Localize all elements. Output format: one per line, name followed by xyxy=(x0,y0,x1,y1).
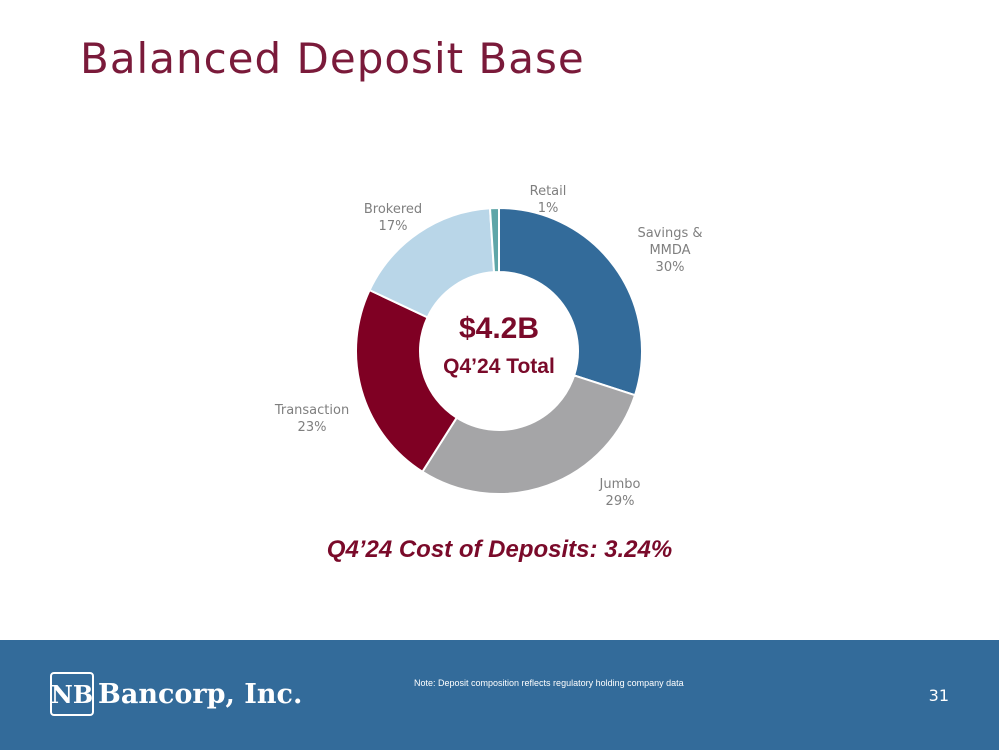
cost-of-deposits-text: Q4’24 Cost of Deposits: 3.24% xyxy=(326,536,673,563)
donut-chart-svg: Savings & MMDA 30% Jumbo 29% Transaction 23% Br… xyxy=(274,184,703,509)
company-name: Bancorp, Inc. xyxy=(98,678,303,710)
slice-label-retail: Retail 1% xyxy=(530,184,567,216)
footer-bar: NB Bancorp, Inc. Note: Deposit compositi… xyxy=(0,640,999,750)
slide-title: Balanced Deposit Base xyxy=(80,34,585,83)
slice-label-brokered: Brokered 17% xyxy=(364,202,422,234)
deposit-donut-chart: Savings & MMDA 30% Jumbo 29% Transaction 23% Br… xyxy=(274,184,703,509)
slice-label-jumbo: Jumbo 29% xyxy=(599,477,641,509)
slice-label-savings-mmda: Savings & MMDA 30% xyxy=(637,226,702,275)
page-number: 31 xyxy=(928,686,949,705)
donut-center-total: $4.2B xyxy=(459,312,539,345)
donut-slice-jumbo xyxy=(420,374,637,495)
company-logo: NB Bancorp, Inc. xyxy=(50,670,302,718)
nb-logo-icon: NB xyxy=(50,672,94,716)
donut-slice-transaction xyxy=(355,288,459,474)
footer-note: Note: Deposit composition reflects regul… xyxy=(414,678,684,688)
donut-center-subtitle: Q4’24 Total xyxy=(443,355,555,378)
donut-slice-savings-mmda xyxy=(498,206,643,397)
slice-label-transaction: Transaction 23% xyxy=(274,403,349,435)
donut-slice-retail xyxy=(488,206,500,274)
